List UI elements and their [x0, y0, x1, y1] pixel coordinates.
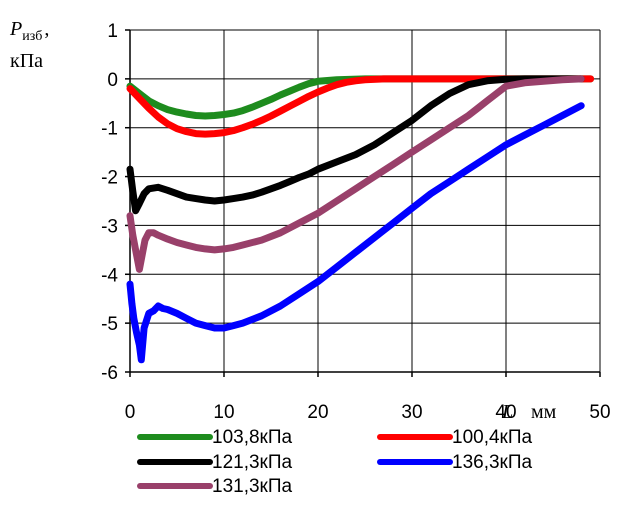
series-line-5: [126, 75, 585, 273]
legend-label: 103,8кПа: [212, 427, 293, 448]
tick-labels: 10-1-2-3-4-5-60 10 20 30 40 50: [101, 21, 610, 423]
y-tick-label: -5: [101, 314, 118, 335]
x-tick-label: 10: [213, 402, 234, 423]
y-tick-label: -4: [101, 265, 118, 286]
x-axis-label-symbol: L: [501, 401, 513, 423]
series-line-4: [126, 102, 585, 364]
legend: 103,8кПа 100,4кПа 121,3кПа 136,3кПа 131,3кПа: [137, 427, 533, 497]
x-tick-label: 30: [401, 402, 422, 423]
y-axis-label-subscript: изб: [22, 29, 42, 44]
y-axis-label: Pизб, кПа: [9, 18, 49, 72]
series-line-2: [126, 75, 595, 138]
legend-item: 136,3кПа: [377, 452, 533, 473]
x-tick-label: 0: [125, 402, 136, 423]
series-lines: [126, 75, 595, 364]
x-tick-label: 40: [495, 402, 516, 423]
legend-label: 131,3кПа: [212, 476, 293, 497]
legend-item: 131,3кПа: [137, 476, 293, 497]
legend-label: 136,3кПа: [452, 452, 533, 473]
x-axis-label-unit: мм: [531, 401, 557, 423]
x-axis-label: L мм: [501, 401, 557, 423]
x-tick-label: 50: [589, 402, 610, 423]
x-tick-label: 20: [307, 402, 328, 423]
y-tick-label: -3: [101, 216, 118, 237]
legend-label: 121,3кПа: [212, 452, 293, 473]
y-tick-label: 1: [107, 21, 118, 42]
y-tick-label: 0: [107, 70, 118, 91]
legend-item: 121,3кПа: [137, 452, 293, 473]
y-axis-label-symbol: P: [9, 18, 22, 40]
y-tick-label: -6: [101, 363, 118, 384]
svg-text:Pизб,: Pизб,: [9, 18, 49, 44]
legend-item: 103,8кПа: [137, 427, 293, 448]
legend-item: 100,4кПа: [377, 427, 533, 448]
y-axis-label-unit: кПа: [10, 50, 43, 72]
series-line-3: [126, 75, 585, 215]
y-axis-label-suffix: ,: [44, 18, 49, 40]
y-tick-label: -1: [101, 119, 118, 140]
y-tick-label: -2: [101, 168, 118, 189]
legend-label: 100,4кПа: [452, 427, 533, 448]
